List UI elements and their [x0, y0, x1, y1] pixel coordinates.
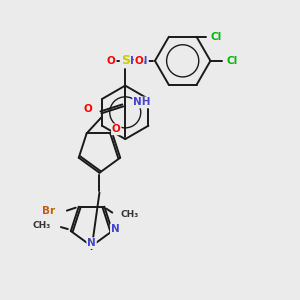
Text: N: N [87, 238, 96, 248]
Text: Cl: Cl [211, 32, 222, 42]
Text: O: O [135, 56, 143, 66]
Text: NH: NH [133, 98, 151, 107]
Text: Br: Br [42, 206, 55, 216]
Text: CH₃: CH₃ [120, 210, 139, 219]
Text: S: S [121, 54, 130, 67]
Text: CH₃: CH₃ [33, 220, 51, 230]
Text: Cl: Cl [226, 56, 238, 66]
Text: HN: HN [130, 56, 148, 66]
Text: N: N [111, 224, 120, 234]
Text: O: O [112, 124, 121, 134]
Text: O: O [83, 104, 92, 114]
Text: O: O [107, 56, 116, 66]
